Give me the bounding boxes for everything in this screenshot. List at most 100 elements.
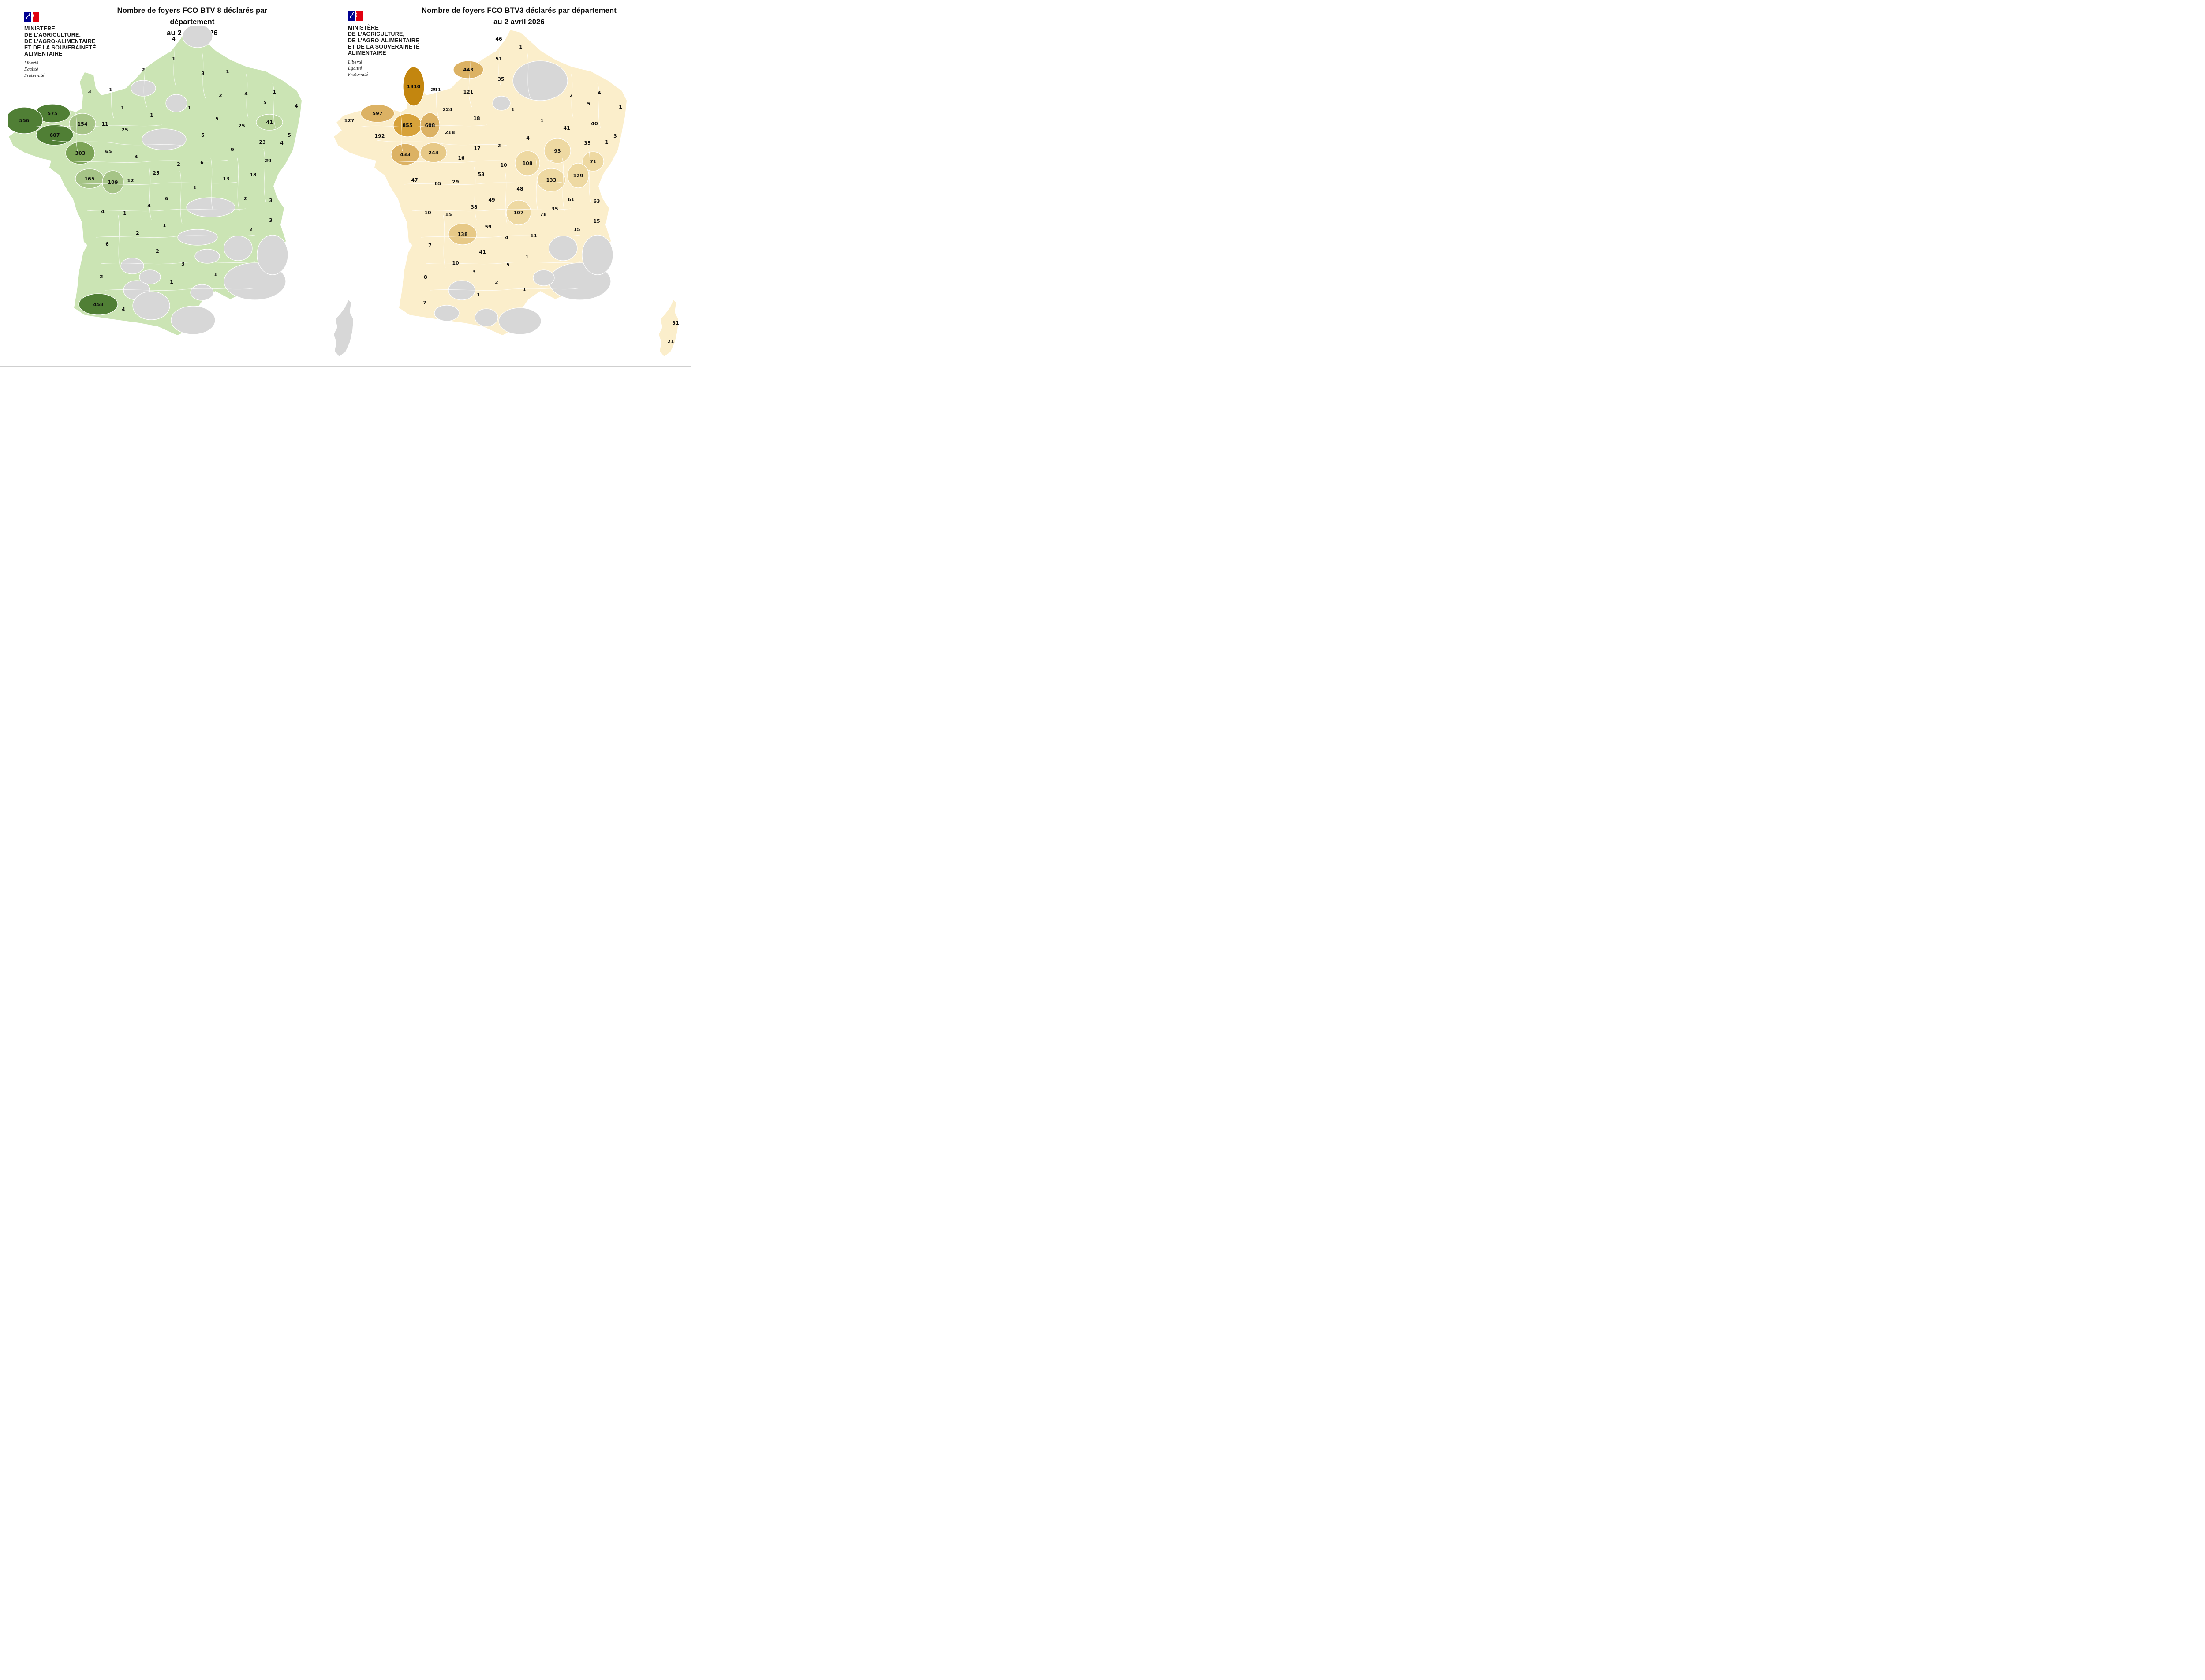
no-data-zone <box>186 197 235 217</box>
dept-value-label: 35 <box>551 206 558 212</box>
dept-value-label: 16 <box>458 155 465 161</box>
no-data-zone <box>434 305 460 322</box>
department-border-line <box>237 157 240 211</box>
dept-value-label: 5 <box>506 262 510 268</box>
dept-value-label: 458 <box>93 302 104 307</box>
dept-value-label: 433 <box>400 152 411 157</box>
dept-value-label: 5 <box>587 101 590 107</box>
dept-value-label: 3 <box>269 217 273 223</box>
dept-value-label: 7 <box>428 243 432 248</box>
dept-value-label: 25 <box>153 170 159 176</box>
dept-shade-patch <box>102 170 124 194</box>
department-border-line <box>430 288 580 291</box>
no-data-zone <box>139 269 161 284</box>
dept-value-label: 1 <box>121 105 124 111</box>
dept-value-label: 4 <box>122 307 125 312</box>
dept-value-label: 11 <box>530 233 537 239</box>
department-border-line <box>535 157 538 211</box>
no-data-zone <box>512 60 568 101</box>
french-flag-icon <box>24 12 39 22</box>
dept-shade-patch <box>8 107 43 134</box>
department-border-line <box>421 235 580 238</box>
window-bottom-edge <box>0 366 691 367</box>
dept-value-label: 10 <box>424 210 431 216</box>
department-border-line <box>394 160 554 163</box>
dept-value-label: 1 <box>605 139 609 145</box>
dept-shade-patch <box>567 163 589 188</box>
dept-value-label: 25 <box>121 127 128 133</box>
dept-value-label: 607 <box>50 132 60 138</box>
dept-value-label: 4 <box>295 103 298 109</box>
no-data-zone <box>182 26 213 48</box>
department-border-line <box>87 208 247 212</box>
dept-value-label: 1310 <box>407 84 421 90</box>
dept-value-label: 556 <box>19 118 30 123</box>
dept-value-label: 127 <box>344 118 355 123</box>
dept-shade-patch <box>403 67 425 106</box>
dept-value-label: 46 <box>495 36 502 42</box>
department-border-line <box>105 288 255 291</box>
no-data-zone <box>549 236 578 261</box>
dept-value-label: 51 <box>495 56 502 62</box>
department-border-line <box>272 82 277 130</box>
french-flag-icon <box>348 11 363 21</box>
dept-shade-patch <box>448 223 477 245</box>
dept-value-label: 1 <box>525 254 529 260</box>
dept-value-label: 1 <box>511 107 515 112</box>
dept-shade-patch <box>582 151 604 172</box>
department-border-line <box>474 166 477 220</box>
dept-value-label: 25 <box>238 123 245 129</box>
dept-shade-patch <box>360 104 395 123</box>
dept-value-label: 224 <box>443 107 453 112</box>
dept-value-label: 7 <box>423 300 426 306</box>
department-border-line <box>143 58 147 108</box>
dept-value-label: 49 <box>488 197 495 203</box>
no-data-zone <box>190 284 214 301</box>
dept-shade-patches <box>8 104 283 315</box>
no-data-zone <box>171 306 216 335</box>
dept-value-label: 1 <box>172 56 176 62</box>
dept-value-label: 29 <box>265 158 271 164</box>
department-border-line <box>173 47 177 88</box>
dept-value-label: 3 <box>269 198 273 203</box>
department-border-line <box>75 111 78 152</box>
dept-value-label: 15 <box>573 227 580 232</box>
no-data-zone <box>475 308 498 327</box>
department-border-line <box>78 182 238 185</box>
department-border-line <box>443 215 446 269</box>
dept-value-label: 78 <box>540 212 546 217</box>
dept-value-label: 18 <box>473 116 480 121</box>
dept-value-label: 9 <box>231 147 234 153</box>
dept-value-label: 71 <box>590 159 596 165</box>
department-border-line <box>562 157 565 211</box>
dept-value-label: 10 <box>500 162 507 168</box>
department-border-line <box>588 149 591 202</box>
dept-value-label: 1 <box>170 279 173 285</box>
dept-value-label: 1 <box>214 272 217 277</box>
dept-shade-patch <box>69 113 96 135</box>
department-border-line <box>400 111 403 152</box>
no-data-zone <box>131 80 156 97</box>
dept-value-label: 13 <box>223 176 229 182</box>
dept-value-label: 2 <box>142 67 145 73</box>
dept-value-label: 53 <box>478 172 484 177</box>
no-data-zones <box>434 60 613 335</box>
dept-value-label: 2 <box>497 143 501 149</box>
dept-value-label: 61 <box>568 197 574 202</box>
dept-value-label: 3 <box>613 133 617 139</box>
dept-shade-patch <box>515 150 540 176</box>
department-border-line <box>425 261 580 265</box>
department-border-line <box>34 124 163 127</box>
dept-value-label: 1 <box>273 89 276 95</box>
dept-value-label: 2 <box>177 161 180 167</box>
department-borders <box>359 47 602 291</box>
dept-shade-patch <box>65 142 95 165</box>
no-data-zone <box>582 235 613 275</box>
dept-value-label: 2 <box>495 280 498 285</box>
dept-value-label: 303 <box>75 150 86 156</box>
dept-value-label: 18 <box>250 172 256 178</box>
dept-value-label: 5 <box>263 100 267 105</box>
dept-shade-patch <box>453 60 484 79</box>
no-data-zone <box>194 249 220 264</box>
